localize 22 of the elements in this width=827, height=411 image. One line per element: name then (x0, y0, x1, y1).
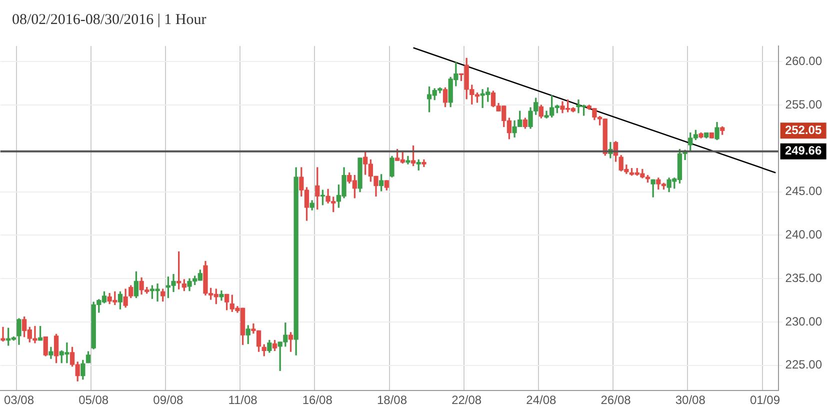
y-tick-label: 225.00 (785, 358, 822, 372)
x-tick-label: 11/08 (228, 393, 258, 408)
x-tick-label: 30/08 (675, 393, 706, 408)
x-tick-label: 18/08 (376, 393, 408, 408)
x-tick-label: 09/08 (153, 393, 184, 408)
y-tick-label: 240.00 (785, 228, 822, 242)
y-tick-label: 245.00 (785, 184, 822, 198)
x-tick-label: 24/08 (526, 393, 557, 408)
y-tick-label: 230.00 (785, 314, 822, 328)
y-tick-label: 235.00 (785, 270, 822, 285)
x-tick-label: 16/08 (302, 393, 333, 408)
chart-title: 08/02/2016-08/30/2016 | 1 Hour (12, 12, 206, 29)
x-tick-label: 01/09 (750, 393, 780, 408)
y-tick-label: 260.00 (785, 54, 822, 68)
x-tick-label: 26/08 (600, 393, 632, 408)
text: 252.05 (784, 122, 822, 137)
y-tick-label: 255.00 (785, 97, 822, 112)
x-tick-label: 05/08 (78, 393, 109, 408)
candlestick (0, 326, 6, 342)
ref-line-label: 249.66 (784, 144, 822, 158)
x-tick-label: 03/08 (4, 393, 34, 408)
x-tick-label: 22/08 (452, 393, 482, 408)
